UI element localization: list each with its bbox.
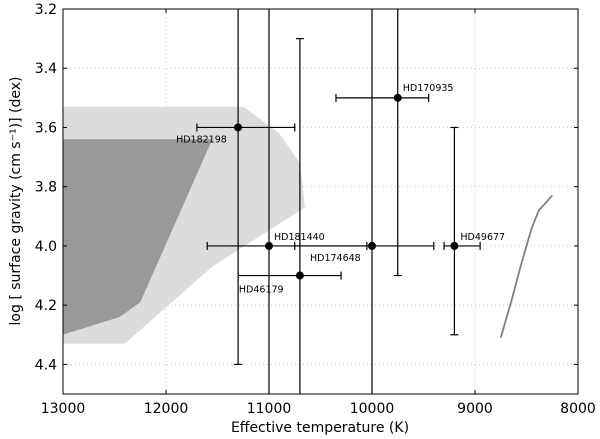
y-tick-label-5: 4.2 [35,298,57,314]
y-tick-label-0: 3.2 [35,2,57,18]
x-tick-label-5: 8000 [560,401,596,417]
x-tick-label-0: 13000 [41,401,86,417]
error-bar-HD170935 [335,9,430,277]
point-HD170935 [393,93,402,102]
error-bars [196,9,481,394]
point-HD49677 [450,241,459,250]
label-HD174648: HD174648 [310,253,361,264]
x-axis-ticks: 13000 12000 11000 10000 9000 8000 [41,9,596,417]
label-HD182198: HD182198 [176,134,227,145]
y-axis-label: log [ surface gravity (cm s⁻¹)] (dex) [8,77,24,326]
data-points [234,93,459,280]
y-tick-label-6: 4.4 [35,357,57,373]
error-bar-HD46179 [237,38,342,394]
label-HD181440: HD181440 [274,232,325,243]
y-tick-label-3: 3.8 [35,180,57,196]
x-tick-label-1: 12000 [144,401,189,417]
label-HD46179: HD46179 [239,285,284,296]
error-bar-HD49677 [443,126,481,336]
x-tick-label-2: 11000 [247,401,292,417]
track-line [499,194,553,338]
label-HD49677: HD49677 [460,232,505,243]
point-HD174648 [368,241,376,250]
error-bar-HD182198 [196,9,296,365]
y-axis-ticks: 3.2 3.4 3.6 3.8 4.0 4.2 4.4 [35,2,578,373]
point-HD182198 [234,123,243,132]
region-1 [63,139,213,335]
label-HD170935: HD170935 [403,83,454,94]
y-tick-label-4: 4.0 [35,239,57,255]
error-bar-HD174648 [294,9,435,394]
point-labels: HD170935 HD182198 HD181440 HD174648 HD49677 H… [176,83,505,296]
uncertainty-regions [63,106,306,344]
y-tick-label-1: 3.4 [35,61,57,77]
point-HD181440 [265,241,273,250]
x-tick-label-3: 10000 [350,401,395,417]
point-HD46179 [295,271,304,280]
x-tick-label-4: 9000 [457,401,493,417]
plot-frame [62,8,579,395]
evolutionary-track [499,194,553,338]
y-tick-label-2: 3.6 [35,120,57,136]
x-axis-label: Effective temperature (K) [231,420,409,436]
